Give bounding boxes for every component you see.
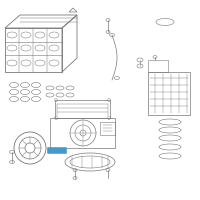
FancyBboxPatch shape (47, 147, 67, 154)
